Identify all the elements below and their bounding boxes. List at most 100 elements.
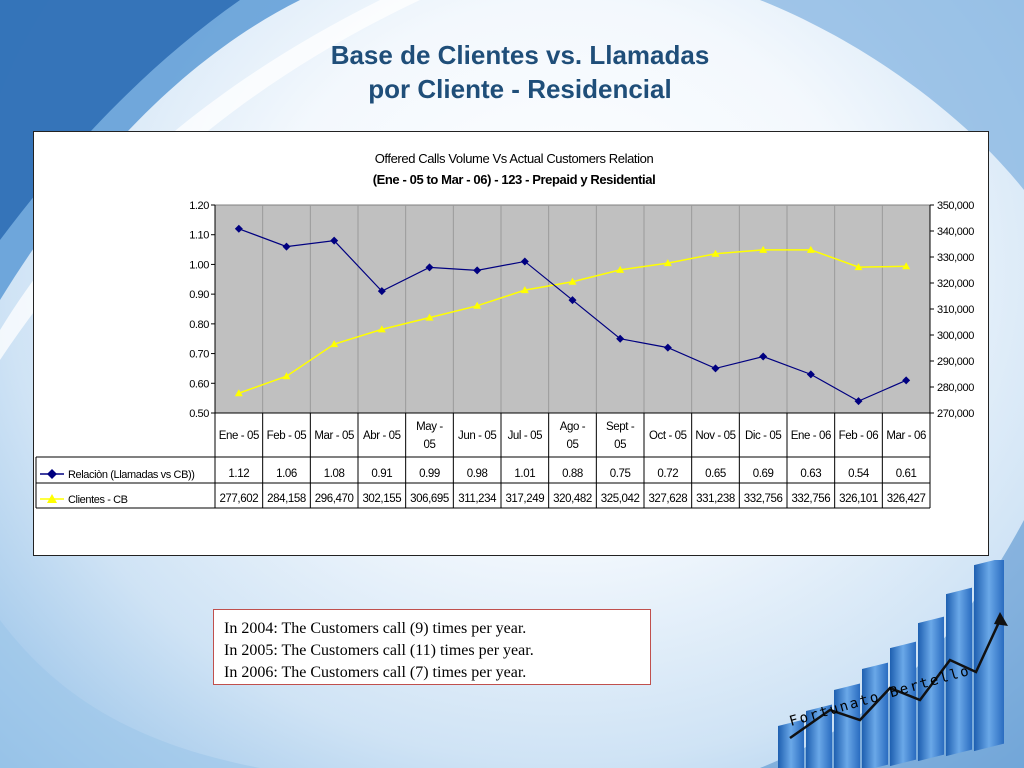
- data-point-ratio: [520, 257, 529, 266]
- table-customers-value: 277,602: [219, 493, 258, 505]
- note-2004: In 2004: The Customers call (9) times pe…: [224, 620, 527, 637]
- y-left-tick-label: 1.20: [189, 200, 209, 212]
- x-category-label: 05: [614, 439, 626, 451]
- data-point-ratio: [759, 352, 768, 361]
- table-ratio-value: 0.54: [848, 468, 870, 480]
- table-ratio-value: 0.98: [467, 468, 488, 480]
- table-customers-value: 317,249: [505, 493, 544, 505]
- table-ratio-value: 0.65: [705, 468, 726, 480]
- table-ratio-value: 0.75: [610, 468, 631, 480]
- note-2005: In 2005: The Customers call (11) times p…: [224, 642, 534, 659]
- table-ratio-value: 1.12: [228, 468, 249, 480]
- table-customers-value: 284,158: [267, 493, 306, 505]
- data-point-ratio: [425, 263, 434, 272]
- data-point-ratio: [854, 397, 863, 406]
- slide-title-line1: Base de Clientes vs. Llamadas: [330, 40, 710, 70]
- chart-frame: 1.20 1.10 1.00 0.90 0.80 0.70 0.60 0.50 350,000 3…: [33, 131, 989, 556]
- x-category-label: Mar - 06: [886, 430, 926, 442]
- data-point-ratio: [282, 242, 291, 251]
- table-ratio-value: 0.72: [657, 468, 678, 480]
- x-category-label: Dic - 05: [745, 430, 781, 442]
- x-category-label: Jun - 05: [458, 430, 496, 442]
- y-right-tick-label: 270,000: [937, 408, 974, 420]
- table-customers-value: 320,482: [553, 493, 592, 505]
- x-category-label: Sept -: [606, 421, 635, 433]
- data-point-customers: [616, 265, 625, 273]
- y-left-tick-label: 0.80: [189, 319, 209, 331]
- chart-title-main: Offered Calls Volume Vs Actual Customers…: [374, 151, 654, 166]
- x-category-label: Ago -: [560, 421, 586, 433]
- table-customers-value: 332,756: [744, 493, 783, 505]
- x-category-label: Nov - 05: [695, 430, 735, 442]
- y-left-tick-label: 1.00: [189, 259, 209, 271]
- data-point-customers: [759, 245, 768, 253]
- table-customers-value: 331,238: [696, 493, 735, 505]
- x-category-label: Oct - 05: [649, 430, 687, 442]
- y-right-tick-label: 300,000: [937, 330, 974, 342]
- chart-canvas: 1.20 1.10 1.00 0.90 0.80 0.70 0.60 0.50 350,000 3…: [35, 200, 975, 509]
- y-left-tick-label: 0.70: [189, 349, 209, 361]
- notes-box: In 2004: The Customers call (9) times pe…: [213, 609, 651, 685]
- chart-subtitle: (Ene - 05 to Mar - 06) - 123 - Prepaid y…: [372, 172, 656, 187]
- data-point-customers: [520, 286, 529, 294]
- y-right-tick-label: 330,000: [937, 252, 974, 264]
- table-customers-value: 311,234: [458, 493, 497, 505]
- y-right-tick-label: 290,000: [937, 356, 974, 368]
- x-category-label: Feb - 05: [267, 430, 307, 442]
- legend-ratio-marker: [47, 469, 57, 479]
- table-customers-value: 325,042: [601, 493, 640, 505]
- table-ratio-value: 0.63: [800, 468, 821, 480]
- y-left-tick-label: 1.10: [189, 230, 209, 242]
- data-point-customers: [377, 325, 386, 333]
- legend-customers-marker: [47, 494, 57, 503]
- table-customers-value: 326,101: [839, 493, 878, 505]
- data-point-ratio: [234, 224, 243, 233]
- table-ratio-value: 0.88: [562, 468, 583, 480]
- table-ratio-value: 0.91: [371, 468, 392, 480]
- table-customers-value: 302,155: [362, 493, 401, 505]
- data-point-ratio: [473, 266, 482, 275]
- x-category-label: Ene - 06: [791, 430, 831, 442]
- data-point-ratio: [330, 236, 339, 245]
- table-ratio-value: 0.99: [419, 468, 440, 480]
- y-right-tick-label: 280,000: [937, 382, 974, 394]
- note-2006: In 2006: The Customers call (7) times pe…: [224, 664, 527, 681]
- data-point-ratio: [616, 334, 625, 343]
- y-right-tick-label: 320,000: [937, 278, 974, 290]
- table-ratio-value: 0.69: [753, 468, 774, 480]
- x-category-label: 05: [567, 439, 579, 451]
- table-ratio-value: 1.06: [276, 468, 297, 480]
- data-point-ratio: [806, 370, 815, 379]
- table-customers-value: 306,695: [410, 493, 449, 505]
- legend-customers-label: Clientes - CB: [68, 494, 128, 506]
- y-right-tick-label: 310,000: [937, 304, 974, 316]
- data-point-customers: [663, 259, 672, 267]
- x-category-label: Feb - 06: [839, 430, 879, 442]
- table-ratio-value: 1.08: [324, 468, 345, 480]
- x-category-label: Ene - 05: [219, 430, 259, 442]
- data-point-ratio: [711, 364, 720, 373]
- data-point-customers: [806, 245, 815, 253]
- x-category-label: Mar - 05: [314, 430, 354, 442]
- slide-title: Base de Clientes vs. Llamadas por Client…: [200, 38, 840, 106]
- slide-title-line2: por Cliente - Residencial: [368, 74, 672, 104]
- x-category-label: Abr - 05: [363, 430, 401, 442]
- data-point-ratio: [902, 376, 911, 385]
- data-point-customers: [425, 313, 434, 321]
- data-point-ratio: [663, 343, 672, 352]
- y-left-tick-label: 0.60: [189, 378, 209, 390]
- plot-area: [214, 204, 931, 414]
- data-point-customers: [473, 301, 482, 309]
- y-left-tick-label: 0.90: [189, 289, 209, 301]
- table-customers-value: 296,470: [315, 493, 354, 505]
- table-customers-value: 326,427: [887, 493, 926, 505]
- x-category-label: May -: [416, 421, 443, 433]
- data-point-customers: [711, 249, 720, 257]
- legend-ratio-label: Relaciòn (Llamadas vs CB)): [68, 469, 195, 481]
- data-point-customers: [330, 340, 339, 348]
- data-point-customers: [282, 372, 291, 380]
- y-left-tick-label: 0.50: [189, 408, 209, 420]
- data-point-customers: [854, 263, 863, 271]
- table-customers-value: 332,756: [791, 493, 830, 505]
- table-ratio-value: 1.01: [514, 468, 535, 480]
